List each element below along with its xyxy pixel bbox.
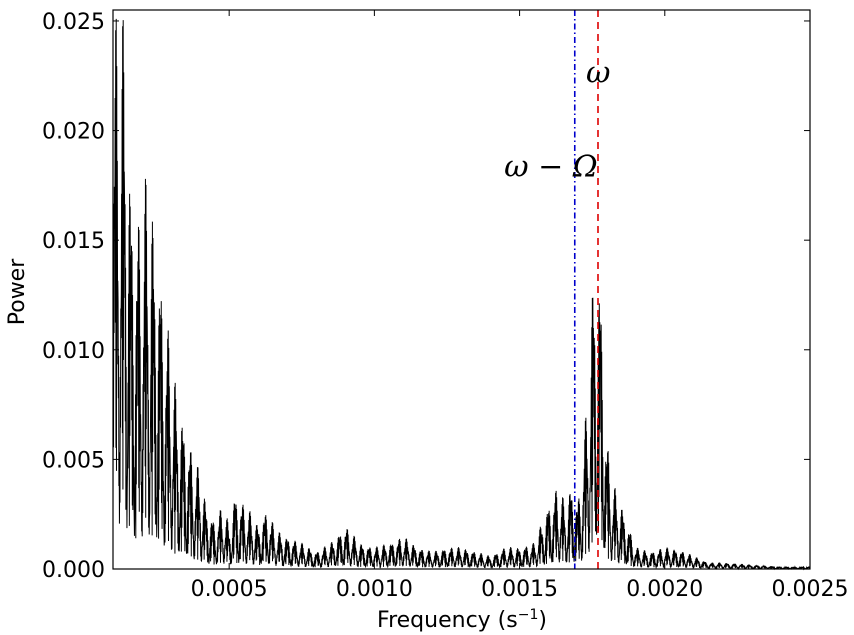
y-tick-label: 0.000 [42, 558, 105, 583]
y-tick-label: 0.010 [42, 339, 105, 364]
plot-frame [112, 9, 811, 570]
y-axis-label: Power [5, 258, 30, 325]
x-tick-label: 0.0020 [626, 577, 703, 602]
axis-ticks: 0.0005 0.0010 0.0015 0.0020 0.0025 0.000 0.005… [42, 10, 848, 602]
annotation-omega-minus-Omega: ω − Ω [504, 150, 598, 185]
y-tick-label: 0.025 [42, 10, 105, 35]
annotations: ω − Ω ω [504, 55, 610, 184]
power-trace [112, 18, 811, 571]
x-tick-label: 0.0005 [191, 577, 268, 602]
x-tick-label: 0.0010 [336, 577, 413, 602]
power-series [112, 18, 811, 571]
y-tick-label: 0.015 [42, 229, 105, 254]
frequency-markers [573, 10, 599, 569]
x-axis-label-suffix: ) [538, 608, 547, 633]
x-axis-label: Frequency (s−1) [377, 607, 547, 633]
x-tick-label: 0.0015 [481, 577, 558, 602]
x-axis-label-exponent: −1 [518, 607, 539, 623]
y-tick-label: 0.020 [42, 120, 105, 145]
annotation-omega: ω [586, 55, 610, 90]
x-tick-label: 0.0025 [772, 577, 849, 602]
x-axis-label-text: Frequency (s [377, 608, 518, 633]
y-tick-label: 0.005 [42, 448, 105, 473]
